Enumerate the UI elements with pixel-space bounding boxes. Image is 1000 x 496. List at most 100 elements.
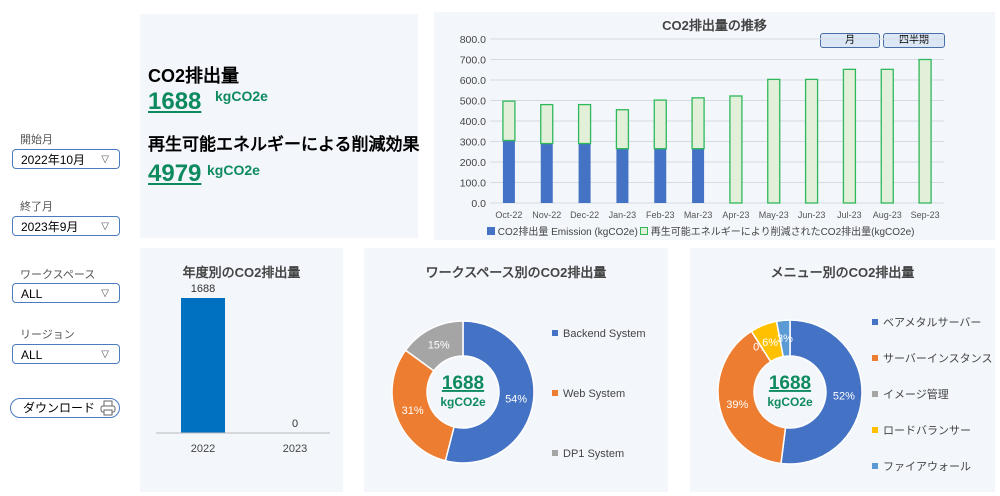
renewable-bar bbox=[615, 109, 630, 150]
legend-swatch bbox=[552, 330, 558, 336]
legend-label: イメージ管理 bbox=[883, 387, 949, 401]
legend-label: ベアメタルサーバー bbox=[883, 316, 981, 329]
x-tick-label: Jul-23 bbox=[837, 210, 862, 220]
co2-unit: kgCO2e bbox=[215, 88, 268, 104]
x-tick-label: 2022 bbox=[191, 443, 215, 455]
legend-label: ロードバランサー bbox=[883, 424, 971, 437]
legend-swatch bbox=[487, 227, 495, 235]
summary-card bbox=[140, 14, 418, 238]
x-tick-label: May-23 bbox=[759, 210, 789, 220]
legend-label: CO2排出量 Emission (kgCO2e) bbox=[497, 227, 638, 238]
center-value: 1688 bbox=[442, 373, 484, 394]
end-month-label: 終了月 bbox=[20, 201, 53, 213]
legend-swatch bbox=[872, 319, 878, 325]
emission-bar bbox=[692, 148, 705, 203]
y-tick-label: 0.0 bbox=[471, 198, 486, 210]
emission-bar bbox=[616, 148, 629, 203]
y-tick-label: 800.0 bbox=[460, 34, 486, 46]
start-month-select[interactable]: 2022年10月 ▽ bbox=[12, 149, 120, 169]
slice-label: 3% bbox=[777, 333, 793, 345]
quarter-toggle-button[interactable]: 四半期 bbox=[883, 33, 945, 48]
legend-swatch bbox=[872, 391, 878, 397]
dropdown-arrow-icon: ▽ bbox=[101, 154, 109, 165]
legend-swatch bbox=[552, 390, 558, 396]
renewable-bar bbox=[918, 58, 932, 204]
y-tick-label: 300.0 bbox=[460, 137, 486, 149]
x-tick-label: Oct-22 bbox=[495, 210, 522, 220]
donut-slice bbox=[775, 319, 791, 358]
end-month-value: 2023年9月 bbox=[21, 220, 79, 234]
legend-swatch bbox=[872, 427, 878, 433]
legend-label: DP1 System bbox=[563, 448, 624, 460]
renewable-bar bbox=[729, 95, 743, 204]
x-tick-label: Dec-22 bbox=[570, 210, 599, 220]
renewable-bar bbox=[502, 100, 516, 142]
emission-bar bbox=[578, 143, 591, 203]
region-select[interactable]: ALL ▽ bbox=[12, 344, 120, 364]
printer-icon bbox=[100, 400, 116, 416]
x-tick-label: Apr-23 bbox=[722, 210, 749, 220]
start-month-label: 開始月 bbox=[20, 134, 53, 146]
region-label: リージョン bbox=[20, 329, 75, 341]
x-tick-label: Jan-23 bbox=[609, 210, 637, 220]
renewable-bar bbox=[767, 78, 781, 204]
region-value: ALL bbox=[21, 348, 43, 362]
slice-label: 31% bbox=[402, 405, 424, 417]
workspace-select[interactable]: ALL ▽ bbox=[12, 283, 120, 303]
co2-value: 1688 bbox=[148, 88, 202, 115]
renewable-bar bbox=[577, 103, 592, 145]
x-tick-label: Mar-23 bbox=[684, 210, 713, 220]
data-label: 1688 bbox=[191, 283, 215, 295]
emission-bar bbox=[654, 148, 667, 203]
renewable-bar bbox=[880, 68, 894, 204]
trend-chart: 0.0 100.0 200.0 300.0 400.0 500.0 600.0 700.0 80… bbox=[460, 34, 944, 220]
legend-swatch bbox=[872, 355, 878, 361]
dropdown-arrow-icon: ▽ bbox=[101, 288, 109, 299]
legend-label: Backend System bbox=[563, 328, 646, 340]
x-tick-label: Jun-23 bbox=[798, 210, 826, 220]
donut-slice bbox=[404, 320, 464, 372]
renewable-bar bbox=[540, 103, 554, 145]
workspace-value: ALL bbox=[21, 287, 43, 301]
legend-emission: CO2排出量 Emission (kgCO2e) bbox=[487, 223, 638, 238]
donut-slice bbox=[717, 330, 787, 465]
yearly-chart: 1688 2022 0 2023 bbox=[156, 283, 330, 455]
workspace-chart-title: ワークスペース別のCO2排出量 bbox=[425, 265, 607, 280]
center-value: 1688 bbox=[769, 373, 811, 394]
renewable-bar bbox=[804, 78, 819, 204]
workspace-label: ワークスペース bbox=[20, 269, 96, 281]
trend-chart-card bbox=[434, 12, 995, 240]
legend-swatch bbox=[552, 450, 558, 456]
legend-label: 再生可能エネルギーにより削減されたCO2排出量(kgCO2e) bbox=[650, 227, 915, 238]
slice-label: 15% bbox=[428, 339, 450, 351]
x-tick-label: 2023 bbox=[283, 443, 307, 455]
renew-unit: kgCO2e bbox=[207, 162, 260, 178]
slice-label: 6% bbox=[762, 337, 778, 349]
x-tick-label: Aug-23 bbox=[873, 210, 902, 220]
legend-swatch bbox=[872, 463, 878, 469]
renewable-bar bbox=[653, 99, 667, 150]
dropdown-arrow-icon: ▽ bbox=[101, 221, 109, 232]
slice-label: 54% bbox=[505, 394, 527, 406]
donut-slice bbox=[444, 320, 535, 464]
yearly-chart-title: 年度別のCO2排出量 bbox=[182, 265, 301, 280]
download-label: ダウンロード bbox=[23, 401, 96, 415]
y-tick-label: 700.0 bbox=[460, 55, 486, 67]
donut-slice bbox=[391, 349, 455, 462]
center-unit: kgCO2e bbox=[440, 395, 486, 409]
y-tick-label: 600.0 bbox=[460, 75, 486, 87]
center-unit: kgCO2e bbox=[767, 395, 813, 409]
emission-bar bbox=[502, 140, 515, 203]
legend-label: Web System bbox=[563, 388, 625, 400]
legend-renewable: 再生可能エネルギーにより削減されたCO2排出量(kgCO2e) bbox=[640, 223, 915, 238]
end-month-select[interactable]: 2023年9月 ▽ bbox=[12, 216, 120, 236]
x-tick-label: Nov-22 bbox=[532, 210, 561, 220]
data-label: 0 bbox=[292, 418, 298, 430]
download-button[interactable]: ダウンロード bbox=[10, 398, 120, 418]
month-toggle-button[interactable]: 月 bbox=[820, 33, 880, 48]
menu-chart-title: メニュー別のCO2排出量 bbox=[770, 265, 915, 280]
menu-donut: 52%39%0%6%3%1688kgCO2eベアメタルサーバーサーバーインスタン… bbox=[717, 316, 992, 473]
emission-bar bbox=[540, 143, 553, 203]
y-tick-label: 100.0 bbox=[460, 178, 486, 190]
